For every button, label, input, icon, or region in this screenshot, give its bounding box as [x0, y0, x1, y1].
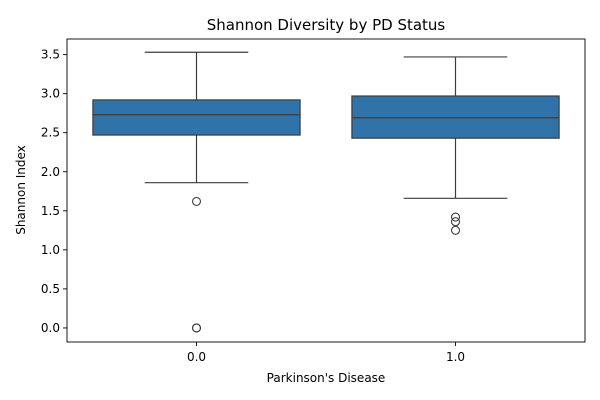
y-tick-label: 1.0: [41, 243, 60, 257]
outlier-point: [191, 323, 202, 333]
axes-frame: [66, 38, 586, 343]
box-iqr: [92, 99, 301, 136]
chart-title: Shannon Diversity by PD Status: [207, 16, 446, 34]
box-group-0: [92, 51, 301, 333]
axes: 0.0 0.5 1.0 1.5 2.0 2.5 3.0 3.5 0.0 1.0: [41, 38, 586, 364]
y-tick-label: 3.0: [41, 87, 60, 101]
box-iqr: [351, 95, 560, 139]
x-tick-label: 1.0: [446, 350, 465, 364]
y-tick-label: 0.0: [41, 321, 60, 335]
y-tick-label: 2.0: [41, 165, 60, 179]
outlier-point: [191, 196, 202, 206]
y-tick-label: 1.5: [41, 204, 60, 218]
outlier-point: [450, 212, 461, 222]
outlier-point: [450, 225, 461, 235]
y-tick-label: 3.5: [41, 48, 60, 62]
y-tick-label: 0.5: [41, 282, 60, 296]
outlier-point: [450, 217, 461, 227]
x-axis-label: Parkinson's Disease: [267, 371, 386, 385]
box-group-1: [351, 56, 560, 235]
plot-area: [92, 51, 560, 333]
x-tick-label: 0.0: [187, 350, 206, 364]
y-tick-label: 2.5: [41, 126, 60, 140]
y-axis-label: Shannon Index: [14, 145, 28, 235]
